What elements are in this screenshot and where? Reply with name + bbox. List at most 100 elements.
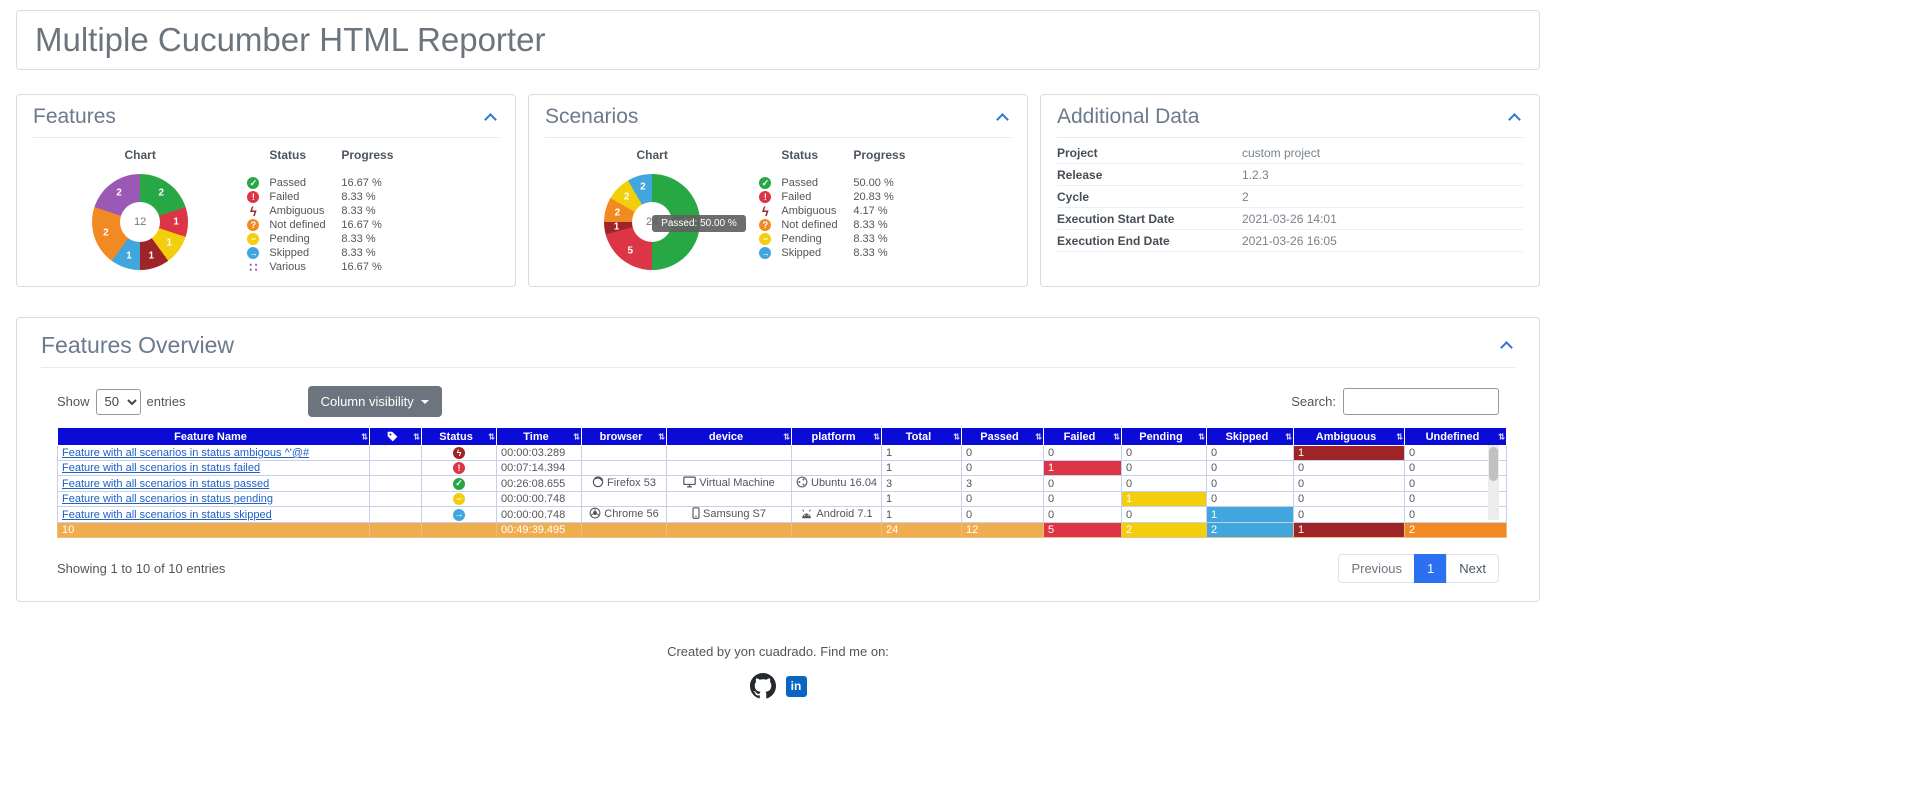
scenarios-legend-item-notdefined[interactable]: ? Not defined 8.33 % [759,218,1011,232]
column-header-platform[interactable]: platform ⇅ [791,427,882,446]
table-scrollbar[interactable] [1488,445,1499,520]
scenarios-legend-item-skipped[interactable]: → Skipped 8.33 % [759,246,1011,260]
scenarios-legend-item-failed[interactable]: ! Failed 20.83 % [759,190,1011,204]
features-legend-item-notdefined[interactable]: ? Not defined 16.67 % [247,218,499,232]
column-header-device[interactable]: device ⇅ [666,427,792,446]
scenarios-panel-title: Scenarios [545,105,639,128]
search-input[interactable] [1343,388,1499,415]
column-header-skipped[interactable]: Skipped ⇅ [1206,427,1294,446]
scenarios-legend-item-passed[interactable]: ✓ Passed 50.00 % [759,176,1011,190]
feature-link[interactable]: Feature with all scenarios in status fai… [62,462,261,474]
collapse-chevron-icon[interactable] [1508,112,1521,126]
time-cell: 00:00:03.289 [496,445,582,461]
column-header-undefined[interactable]: Undefined ⇅ [1404,427,1507,446]
tags-cell [369,491,422,507]
features-panel: Features Chart 2 1 1 1 1 2 2 12 Status Progress… [16,94,516,287]
feature-link[interactable]: Feature with all scenarios in status ski… [62,508,272,521]
totals-row: 10 00:49:39.495 24 12 5 2 2 1 2 [57,522,1507,538]
notdefined-status-icon: ? [247,219,260,231]
column-header-pending[interactable]: Pending ⇅ [1121,427,1207,446]
sort-icon: ⇅ [413,432,420,441]
sort-icon: ⇅ [1498,432,1505,441]
feature-name-cell: Feature with all scenarios in status pas… [57,475,370,492]
additional-data-row: Cycle 2 [1057,186,1523,208]
browser-cell [581,460,667,476]
legend-status-label: Ambiguous [269,205,325,217]
column-header-label: Undefined [1425,430,1480,443]
feature-link[interactable]: Feature with all scenarios in status pen… [62,493,273,505]
feature-link[interactable]: Feature with all scenarios in status pas… [62,477,270,490]
features-legend-item-ambiguous[interactable]: ϟ Ambiguous 8.33 % [247,204,499,218]
column-header-total[interactable]: Total ⇅ [881,427,962,446]
pagination-page-1-button[interactable]: 1 [1414,554,1448,583]
status-cell: − [421,491,497,507]
collapse-chevron-icon[interactable] [1500,341,1513,354]
column-header-time[interactable]: Time ⇅ [496,427,582,446]
column-header-passed[interactable]: Passed ⇅ [961,427,1044,446]
pagination: Previous 1 Next [1338,554,1499,583]
additional-data-value: 2021-03-26 16:05 [1242,234,1337,248]
sort-icon: ⇅ [1035,432,1042,441]
tags-cell [369,475,422,492]
chrome-icon [589,507,601,522]
column-header-label: browser [599,430,643,443]
legend-status-label: Passed [781,177,819,189]
skipped-count-cell: 0 [1206,475,1294,492]
additional-data-label: Execution End Date [1057,234,1170,248]
pagination-next-button[interactable]: Next [1446,554,1499,583]
passed-count-cell: 3 [961,475,1044,492]
tags-cell [369,522,422,538]
table-info: Showing 1 to 10 of 10 entries [57,561,226,576]
sort-icon: ⇅ [1198,432,1205,441]
column-header-browser[interactable]: browser ⇅ [581,427,667,446]
column-header-ambiguous[interactable]: Ambiguous ⇅ [1293,427,1405,446]
column-header-status[interactable]: Status ⇅ [421,427,497,446]
column-visibility-button[interactable]: Column visibility [307,386,442,417]
legend-status-label: Skipped [269,247,310,259]
platform-label: Ubuntu 16.04 [811,477,878,489]
sort-icon: ⇅ [488,432,495,441]
sort-icon: ⇅ [873,432,880,441]
feature-name-cell: Feature with all scenarios in status fai… [57,460,370,476]
features-legend-item-various[interactable]: ∷ Various 16.67 % [247,260,499,274]
table-row: Feature with all scenarios in status pen… [57,491,1507,507]
features-donut-chart[interactable]: 2 1 1 1 1 2 2 12 [92,174,189,270]
failed-count-cell: 0 [1043,506,1122,523]
ambiguous-count-cell: 1 [1293,522,1405,538]
browser-cell [581,491,667,507]
credits-text: Created by yon cuadrado. Find me on: [667,644,889,659]
legend-progress-value: 20.83 % [853,191,894,203]
time-cell: 00:00:00.748 [496,491,582,507]
passed-status-icon: ✓ [759,177,772,189]
linkedin-icon[interactable]: in [785,675,807,697]
scrollbar-thumb[interactable] [1489,447,1498,481]
feature-name-cell: Feature with all scenarios in status ski… [57,506,370,523]
legend-progress-value: 50.00 % [853,177,894,189]
collapse-chevron-icon[interactable] [484,112,497,126]
features-legend-item-pending[interactable]: − Pending 8.33 % [247,232,499,246]
scenarios-legend-item-pending[interactable]: − Pending 8.33 % [759,232,1011,246]
additional-data-label: Execution Start Date [1057,212,1175,226]
legend-progress-value: 16.67 % [341,219,382,231]
legend-status-label: Pending [269,233,310,245]
slice-value-label: 2 [623,191,630,203]
legend-progress-value: 8.33 % [341,247,376,259]
skipped-count-cell: 2 [1206,522,1294,538]
features-legend-item-passed[interactable]: ✓ Passed 16.67 % [247,176,499,190]
github-icon[interactable] [749,673,776,699]
column-header-failed[interactable]: Failed ⇅ [1043,427,1122,446]
collapse-chevron-icon[interactable] [996,112,1009,126]
failed-count-cell: 0 [1043,445,1122,461]
firefox-icon [592,476,604,491]
scenarios-legend-item-ambiguous[interactable]: ϟ Ambiguous 4.17 % [759,204,1011,218]
features-legend-item-skipped[interactable]: → Skipped 8.33 % [247,246,499,260]
passed-count-cell: 0 [961,506,1044,523]
features-legend-item-failed[interactable]: ! Failed 8.33 % [247,190,499,204]
feature-link[interactable]: Feature with all scenarios in status amb… [62,447,310,459]
column-header-tags[interactable]: ⇅ [369,427,422,446]
pagination-previous-button[interactable]: Previous [1338,554,1416,583]
device-cell: Samsung S7 [666,506,792,523]
platform-cell [791,522,882,538]
page-length-select[interactable]: 50 [95,388,141,415]
column-header-feature[interactable]: Feature Name ⇅ [57,427,370,446]
